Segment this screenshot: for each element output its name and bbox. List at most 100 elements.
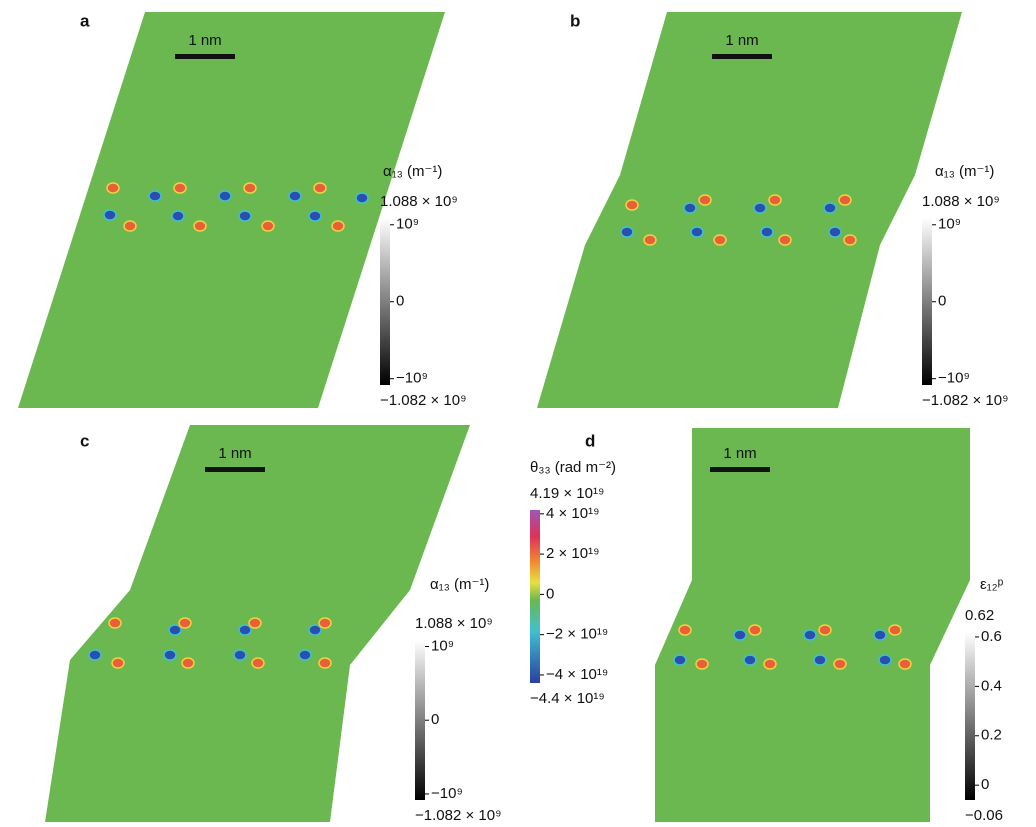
defect-spot	[828, 226, 842, 238]
defect-spot	[818, 624, 832, 636]
defect-spot	[768, 194, 782, 206]
colorbar	[415, 640, 425, 800]
defect-spot	[331, 220, 345, 232]
colorbar-tick-label: −4 × 10¹⁹	[546, 666, 608, 683]
defect-spot	[288, 190, 302, 202]
colorbar	[965, 632, 975, 800]
scale-bar	[175, 54, 235, 59]
colorbar-title: α₁₃ (m⁻¹)	[383, 163, 442, 180]
defect-spot	[813, 654, 827, 666]
defect-spot	[678, 624, 692, 636]
colorbar-min: −4.4 × 10¹⁹	[530, 690, 605, 707]
defect-spot	[873, 629, 887, 641]
defect-spot	[748, 624, 762, 636]
colorbar-tick-label: 4 × 10¹⁹	[546, 505, 600, 522]
colorbar	[922, 218, 932, 385]
defect-spot	[698, 194, 712, 206]
colorbar-tick-label: 0	[396, 293, 404, 310]
colorbar-tick-label: −10⁹	[938, 370, 970, 387]
colorbar-tick-label: −10⁹	[431, 785, 463, 802]
colorbar-min: −1.082 × 10⁹	[415, 807, 502, 824]
defect-spot	[173, 182, 187, 194]
colorbar-min: −1.082 × 10⁹	[380, 392, 467, 409]
defect-spot	[760, 226, 774, 238]
scale-bar	[205, 467, 265, 472]
colorbar-max: 0.62	[965, 607, 994, 624]
scale-bar-label: 1 nm	[725, 32, 758, 49]
defect-spot	[171, 210, 185, 222]
colorbar-min: −1.082 × 10⁹	[922, 392, 1009, 409]
defect-spot	[888, 624, 902, 636]
defect-spot	[238, 624, 252, 636]
scale-bar-label: 1 nm	[218, 445, 251, 462]
defect-spot	[163, 649, 177, 661]
colorbar-min: −0.06	[965, 807, 1003, 824]
colorbar-tick-label: 10⁹	[396, 216, 419, 233]
defect-spot	[218, 190, 232, 202]
defect-spot	[103, 209, 117, 221]
sample	[18, 12, 445, 408]
colorbar-max: 4.19 × 10¹⁹	[530, 485, 604, 502]
colorbar-tick-label: 0	[431, 711, 439, 728]
defect-spot	[123, 220, 137, 232]
defect-spot	[690, 226, 704, 238]
panel-label: d	[585, 431, 595, 450]
colorbar-tick-label: 0	[981, 776, 989, 793]
defect-spot	[898, 658, 912, 670]
defect-spot	[108, 617, 122, 629]
colorbar-max: 1.088 × 10⁹	[380, 193, 458, 210]
defect-spot	[778, 234, 792, 246]
defect-spot	[833, 658, 847, 670]
sample	[655, 428, 970, 822]
defect-spot	[803, 629, 817, 641]
colorbar-max: 1.088 × 10⁹	[415, 615, 493, 632]
defect-spot	[106, 182, 120, 194]
defect-spot	[753, 202, 767, 214]
colorbar-max: 1.088 × 10⁹	[922, 193, 1000, 210]
defect-spot	[298, 649, 312, 661]
defect-spot	[233, 649, 247, 661]
defect-spot	[148, 190, 162, 202]
defect-spot	[251, 657, 265, 669]
defect-spot	[683, 202, 697, 214]
defect-spot	[733, 629, 747, 641]
defect-spot	[193, 220, 207, 232]
scale-bar-label: 1 nm	[188, 32, 221, 49]
panel-label: a	[80, 11, 90, 30]
defect-spot	[625, 199, 639, 211]
defect-spot	[743, 654, 757, 666]
colorbar-tick-label: 0	[546, 585, 554, 602]
panel-label: c	[80, 431, 89, 450]
colorbar-tick-label: 0.4	[981, 677, 1002, 694]
scale-bar	[712, 54, 772, 59]
colorbar-tick-label: 0.6	[981, 628, 1002, 645]
colorbar-title: α₁₃ (m⁻¹)	[430, 576, 489, 593]
defect-spot	[620, 226, 634, 238]
colorbar-title: ε₁₂ᵖ	[980, 576, 1004, 593]
defect-spot	[673, 654, 687, 666]
defect-spot	[763, 658, 777, 670]
scale-bar	[710, 467, 770, 472]
defect-spot	[313, 182, 327, 194]
colorbar-tick-label: −2 × 10¹⁹	[546, 626, 608, 643]
defect-spot	[238, 210, 252, 222]
colorbar-tick-label: 2 × 10¹⁹	[546, 545, 600, 562]
colorbar	[530, 510, 540, 683]
defect-spot	[355, 192, 369, 204]
defect-spot	[168, 624, 182, 636]
colorbar-title: θ₃₃ (rad m⁻²)	[530, 459, 616, 476]
defect-spot	[318, 617, 332, 629]
panel-label: b	[570, 11, 580, 30]
defect-spot	[318, 657, 332, 669]
colorbar	[380, 218, 390, 385]
colorbar-title: α₁₃ (m⁻¹)	[935, 163, 994, 180]
defect-spot	[88, 649, 102, 661]
defect-spot	[181, 657, 195, 669]
colorbar-tick-label: 0.2	[981, 727, 1002, 744]
defect-spot	[838, 194, 852, 206]
defect-spot	[308, 624, 322, 636]
defect-spot	[823, 202, 837, 214]
defect-spot	[178, 617, 192, 629]
defect-spot	[843, 234, 857, 246]
